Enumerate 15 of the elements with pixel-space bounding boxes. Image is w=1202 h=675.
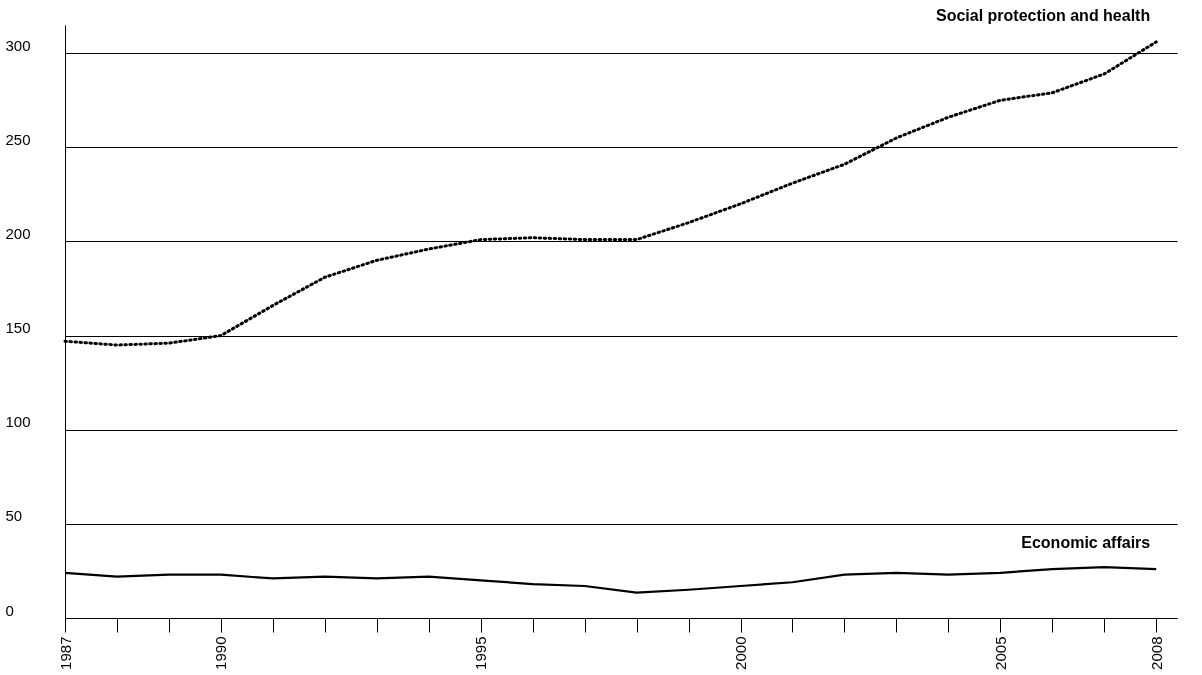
series-label: Social protection and health (935, 6, 1151, 24)
y-tick-label: 0 (5, 601, 14, 619)
x-tick-label: 1995 (472, 636, 490, 670)
x-tick-label: 2008 (1147, 636, 1165, 670)
y-tick-label: 200 (5, 224, 31, 242)
y-tick-label: 50 (5, 507, 23, 525)
y-tick-label: 150 (5, 319, 31, 337)
y-tick-label: 250 (5, 130, 31, 148)
x-tick-label: 1990 (212, 636, 230, 670)
x-tick-label: 2000 (732, 636, 750, 670)
x-tick-label: 2005 (991, 636, 1009, 670)
series-label: Economic affairs (1021, 534, 1151, 552)
y-tick-label: 100 (5, 413, 31, 431)
x-tick-label: 1987 (56, 636, 74, 670)
y-tick-label: 300 (5, 36, 31, 54)
